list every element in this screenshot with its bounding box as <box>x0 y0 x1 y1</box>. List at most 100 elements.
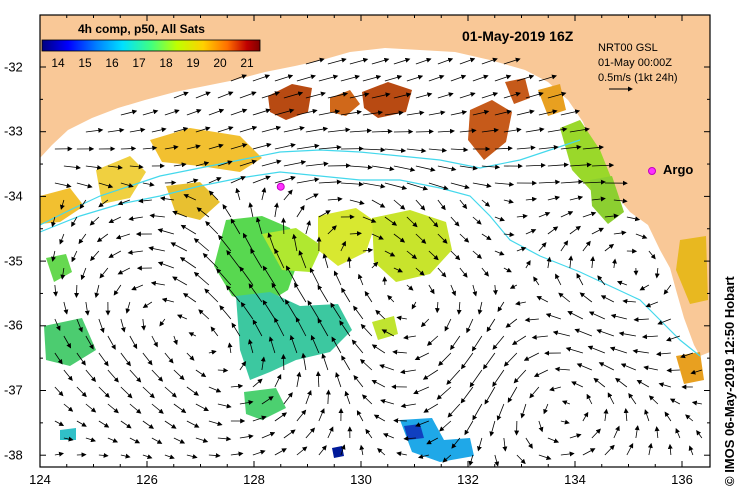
current-vector <box>362 74 382 82</box>
current-vector <box>472 182 492 189</box>
current-vector <box>283 160 307 167</box>
current-vector <box>142 352 153 366</box>
current-vector <box>666 335 681 342</box>
current-vector <box>305 161 329 167</box>
current-vector <box>262 299 276 320</box>
current-vector <box>604 243 615 252</box>
current-vector <box>428 284 435 295</box>
current-vector <box>384 110 404 116</box>
current-vector <box>359 444 365 456</box>
current-vector <box>547 127 568 133</box>
current-vector <box>151 369 164 382</box>
current-vector <box>183 194 197 201</box>
current-vector <box>360 323 373 337</box>
current-vector <box>151 335 158 348</box>
current-vector <box>533 369 549 377</box>
current-vector <box>219 305 232 320</box>
current-vector <box>217 160 233 167</box>
current-vector <box>497 301 505 313</box>
current-vector <box>196 207 210 218</box>
current-vector <box>76 386 87 398</box>
current-vector <box>349 128 372 134</box>
current-vector <box>582 144 605 150</box>
current-vector <box>54 318 61 332</box>
current-vector <box>298 250 307 269</box>
sst-patch <box>318 208 376 266</box>
current-vector <box>142 386 155 399</box>
current-vector <box>317 284 329 303</box>
current-vector <box>459 128 477 134</box>
current-vector <box>393 57 411 65</box>
current-vector <box>591 227 605 235</box>
current-vector <box>547 162 569 168</box>
current-vector <box>560 419 570 425</box>
current-vector <box>691 400 702 406</box>
current-vector <box>450 74 467 82</box>
current-vector <box>415 199 426 211</box>
current-vector <box>450 284 456 297</box>
y-tick-label: -35 <box>4 253 23 269</box>
current-vector <box>54 386 64 397</box>
current-vector <box>204 288 219 303</box>
current-vector <box>151 127 167 133</box>
current-vector <box>567 311 584 320</box>
current-vector <box>283 126 305 133</box>
current-vector <box>560 451 575 457</box>
sst-patch <box>404 424 424 440</box>
current-vector <box>179 257 197 269</box>
current-vector <box>434 301 440 314</box>
current-vector <box>552 330 570 337</box>
sst-patch <box>372 210 452 282</box>
current-vector <box>503 352 518 367</box>
current-vector <box>120 352 131 367</box>
current-vector <box>305 91 326 99</box>
current-vector <box>643 365 658 371</box>
current-vector <box>98 182 114 189</box>
current-vector <box>516 145 536 151</box>
current-vector <box>226 249 241 269</box>
current-vector <box>76 318 83 333</box>
current-vector <box>384 182 408 190</box>
current-vector <box>582 411 589 422</box>
current-vector <box>51 216 56 228</box>
y-tick-label: -36 <box>4 317 23 333</box>
current-vector <box>669 398 681 405</box>
current-vector <box>230 218 241 235</box>
current-vector <box>569 433 582 439</box>
current-vector <box>371 57 390 65</box>
current-vector <box>586 393 593 405</box>
current-vector <box>536 296 549 303</box>
current-vector <box>364 290 373 303</box>
current-vector <box>494 454 500 467</box>
sst-patch <box>676 236 708 304</box>
current-vector <box>622 298 636 304</box>
current-vector <box>120 146 137 152</box>
current-vector <box>296 177 320 184</box>
current-vector <box>127 249 143 255</box>
current-vector <box>525 260 531 269</box>
current-vector <box>481 91 499 99</box>
current-vector <box>63 369 73 382</box>
current-vector <box>248 202 254 218</box>
current-vector <box>446 369 461 385</box>
current-vector <box>63 301 69 315</box>
current-vector <box>248 283 263 303</box>
current-vector <box>657 318 672 325</box>
current-vector <box>349 199 365 206</box>
current-vector <box>159 318 166 327</box>
current-vector <box>117 199 131 206</box>
colorbar-tick: 17 <box>132 56 146 70</box>
current-vector <box>173 91 189 99</box>
current-vector <box>680 352 694 359</box>
current-vector <box>283 429 296 439</box>
current-vector <box>437 267 447 278</box>
current-vector <box>76 182 93 189</box>
current-vector <box>437 128 455 134</box>
current-vector <box>182 292 197 303</box>
current-vector <box>371 344 386 354</box>
colorbar <box>41 39 261 52</box>
current-vector <box>645 301 659 308</box>
current-vector <box>639 284 650 291</box>
current-vector <box>210 326 219 337</box>
current-vector <box>460 352 474 370</box>
